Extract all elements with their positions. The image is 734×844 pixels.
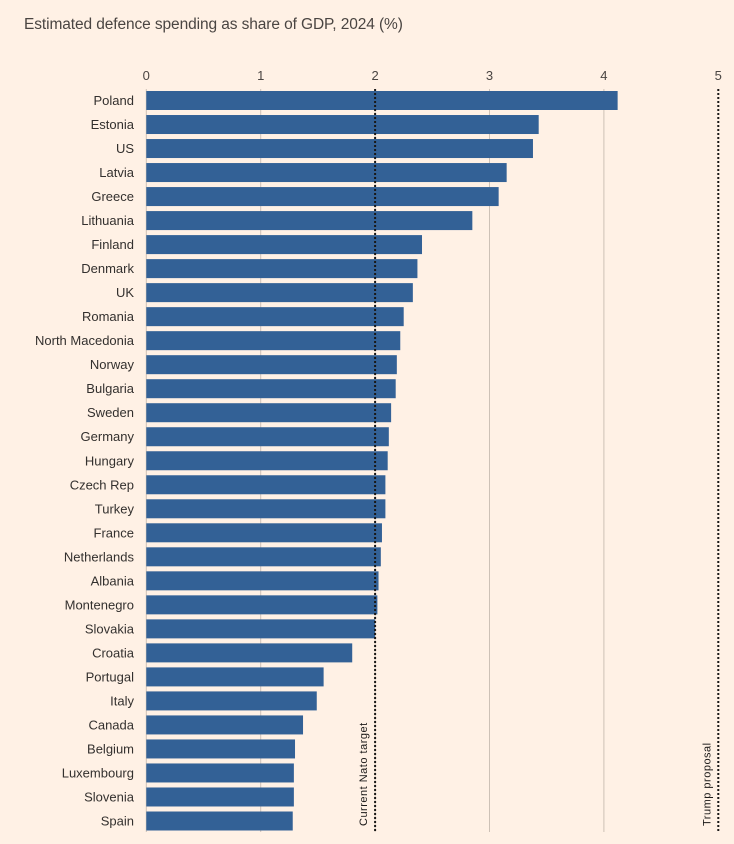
x-tick-label: 5 [715, 68, 722, 83]
bar-belgium [146, 739, 296, 759]
bar-bulgaria [146, 379, 396, 399]
bar-italy [146, 691, 317, 711]
bar-us [146, 139, 533, 159]
category-label: Belgium [87, 741, 134, 756]
category-labels: Poland Estonia US Latvia Greece Lithuania Finl… [35, 93, 135, 829]
category-label: Italy [110, 693, 134, 708]
category-label: Portugal [86, 669, 135, 684]
category-label: Sweden [87, 405, 134, 420]
bars [146, 91, 618, 831]
bar-hungary [146, 451, 388, 471]
category-label: Denmark [81, 261, 134, 276]
category-label: Canada [88, 717, 134, 732]
bar-netherlands [146, 547, 381, 567]
category-label: Luxembourg [62, 765, 134, 780]
x-tick-label: 1 [257, 68, 264, 83]
bar-uk [146, 283, 413, 303]
category-label: Montenegro [65, 597, 134, 612]
reference-lines: Current Nato target Trump proposal [358, 89, 720, 831]
bar-latvia [146, 163, 507, 183]
category-label: Latvia [99, 165, 134, 180]
category-label: Netherlands [64, 549, 135, 564]
category-label: Poland [94, 93, 134, 108]
category-label: Romania [82, 309, 135, 324]
x-tick-label: 0 [143, 68, 150, 83]
category-label: Bulgaria [86, 381, 134, 396]
category-label: North Macedonia [35, 333, 135, 348]
category-label: France [94, 525, 134, 540]
bar-canada [146, 715, 304, 735]
category-label: Germany [81, 429, 135, 444]
bar-denmark [146, 259, 418, 279]
chart-title: Estimated defence spending as share of G… [24, 16, 403, 33]
bar-sweden [146, 403, 392, 423]
category-label: Hungary [85, 453, 135, 468]
category-label: Albania [91, 573, 135, 588]
bar-montenegro [146, 595, 378, 615]
bar-slovenia [146, 787, 294, 807]
category-label: UK [116, 285, 134, 300]
category-label: Croatia [92, 645, 135, 660]
bar-germany [146, 427, 389, 447]
bar-norway [146, 355, 397, 375]
bar-finland [146, 235, 423, 255]
category-label: Estonia [91, 117, 135, 132]
bar-lithuania [146, 211, 473, 231]
bar-spain [146, 811, 293, 831]
category-label: Spain [101, 814, 134, 829]
category-label: Turkey [95, 501, 135, 516]
category-label: Slovakia [85, 621, 135, 636]
reference-line-label: Trump proposal [701, 742, 713, 826]
bar-poland [146, 91, 618, 110]
bar-czech-rep [146, 475, 386, 495]
category-label: US [116, 141, 134, 156]
category-label: Czech Rep [70, 477, 134, 492]
bar-slovakia [146, 619, 376, 639]
category-label: Lithuania [81, 213, 135, 228]
category-label: Finland [91, 237, 134, 252]
bar-north-macedonia [146, 331, 401, 351]
bar-albania [146, 571, 379, 591]
bar-turkey [146, 499, 386, 519]
bar-portugal [146, 667, 324, 687]
reference-line-label: Current Nato target [358, 722, 370, 826]
bar-croatia [146, 643, 353, 663]
x-tick-label: 3 [486, 68, 493, 83]
bar-luxembourg [146, 763, 294, 783]
x-axis-ticks: 0 1 2 3 4 5 [143, 68, 722, 83]
bar-romania [146, 307, 404, 327]
category-label: Slovenia [84, 789, 135, 804]
x-tick-label: 2 [371, 68, 378, 83]
bar-greece [146, 187, 499, 207]
category-label: Norway [90, 357, 135, 372]
bar-france [146, 523, 382, 543]
category-label: Greece [91, 189, 134, 204]
x-tick-label: 4 [600, 68, 607, 83]
bar-estonia [146, 115, 539, 135]
